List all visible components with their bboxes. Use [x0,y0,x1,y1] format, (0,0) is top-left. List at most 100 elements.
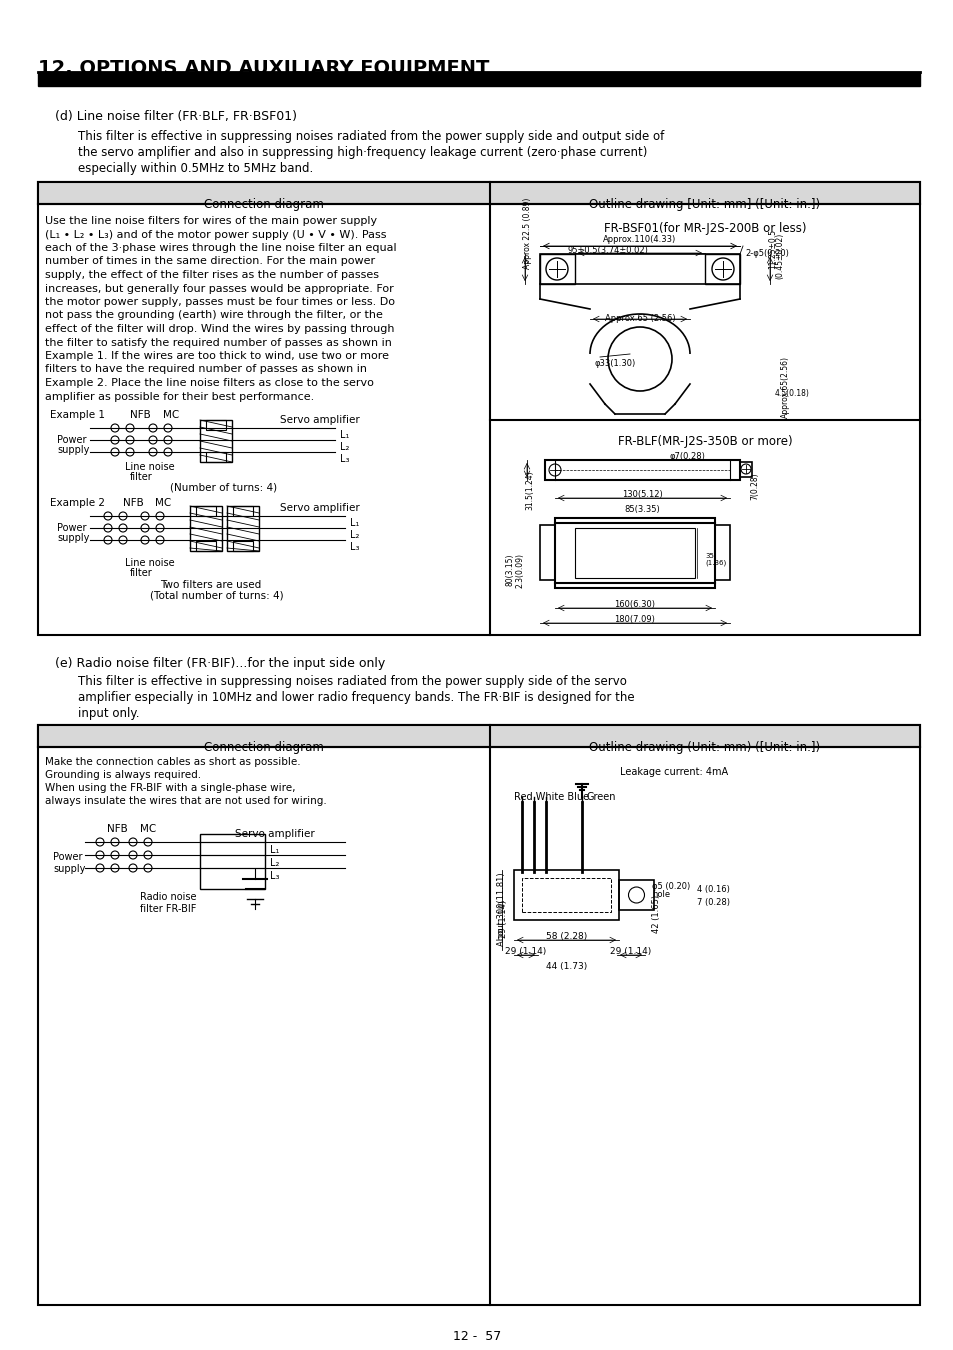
Text: 160(6.30): 160(6.30) [614,599,655,609]
Text: not pass the grounding (earth) wire through the filter, or the: not pass the grounding (earth) wire thro… [45,310,382,320]
Text: the servo amplifier and also in suppressing high·frequency leakage current (zero: the servo amplifier and also in suppress… [78,146,647,159]
Text: 180(7.09): 180(7.09) [614,616,655,624]
Bar [575,528,695,578]
Text: Example 2. Place the line noise filters as close to the servo: Example 2. Place the line noise filters … [45,378,374,387]
Text: Use the line noise filters for wires of the main power supply: Use the line noise filters for wires of … [45,216,376,225]
Text: Radio noise: Radio noise [140,892,196,902]
Bar [514,869,618,919]
Bar [233,506,253,516]
Text: the motor power supply, passes must be four times or less. Do: the motor power supply, passes must be f… [45,297,395,306]
Text: (Total number of turns: 4): (Total number of turns: 4) [150,591,283,601]
Text: φ5 (0.20): φ5 (0.20) [651,882,690,891]
Bar [704,254,740,284]
Bar [539,525,555,580]
Text: 130(5.12): 130(5.12) [621,490,662,500]
Bar [38,72,919,86]
Text: L₂: L₂ [270,859,279,868]
Text: When using the FR-BIF with a single-phase wire,: When using the FR-BIF with a single-phas… [45,783,295,792]
Bar [38,725,919,747]
Text: Power: Power [57,522,87,533]
Text: supply: supply [57,446,90,455]
Text: 29 (1.14): 29 (1.14) [505,946,546,956]
Text: amplifier as possible for their best performance.: amplifier as possible for their best per… [45,392,314,401]
Text: amplifier especially in 10MHz and lower radio frequency bands. The FR·BIF is des: amplifier especially in 10MHz and lower … [78,691,634,703]
Text: 4.5(0.18): 4.5(0.18) [774,389,809,398]
Text: About 300(11.81): About 300(11.81) [497,872,506,945]
Bar [195,541,215,551]
Text: Connection diagram: Connection diagram [204,741,324,755]
Bar [190,506,222,551]
Text: L₁: L₁ [270,845,279,855]
Text: (d) Line noise filter (FR·BLF, FR·BSF01): (d) Line noise filter (FR·BLF, FR·BSF01) [55,109,296,123]
Bar [195,506,215,516]
Text: 42 (1.65): 42 (1.65) [652,895,660,933]
Text: 12. OPTIONS AND AUXILIARY EQUIPMENT: 12. OPTIONS AND AUXILIARY EQUIPMENT [38,58,489,77]
Text: 2-φ5(0.20): 2-φ5(0.20) [744,248,788,258]
Text: 11.25±0.5: 11.25±0.5 [768,230,777,269]
Bar [740,462,751,477]
Text: Approx.65 (2.56): Approx.65 (2.56) [604,315,675,323]
Bar [200,420,232,462]
Text: 7 (0.28): 7 (0.28) [697,898,729,907]
Text: (e) Radio noise filter (FR·BIF)...for the input side only: (e) Radio noise filter (FR·BIF)...for th… [55,657,385,670]
Text: φ33(1.30): φ33(1.30) [595,359,636,369]
Text: Example 1: Example 1 [50,410,105,420]
Text: supply, the effect of the filter rises as the number of passes: supply, the effect of the filter rises a… [45,270,378,279]
Text: L₁: L₁ [350,518,359,528]
Text: Two filters are used: Two filters are used [160,580,261,590]
Text: FR-BSF01(for MR-J2S-200B or less): FR-BSF01(for MR-J2S-200B or less) [603,221,805,235]
Text: increases, but generally four passes would be appropriate. For: increases, but generally four passes wou… [45,284,394,293]
Text: effect of the filter will drop. Wind the wires by passing through: effect of the filter will drop. Wind the… [45,324,395,333]
Bar [233,541,253,551]
Text: 35
(1.36): 35 (1.36) [704,554,725,567]
Text: MC: MC [154,498,172,508]
Text: filters to have the required number of passes as shown in: filters to have the required number of p… [45,364,367,374]
Text: filter: filter [130,472,152,482]
Text: 58 (2.28): 58 (2.28) [545,931,586,941]
Bar [200,834,265,890]
Bar [38,725,919,1305]
Text: filter FR-BIF: filter FR-BIF [140,904,196,914]
Text: Example 1. If the wires are too thick to wind, use two or more: Example 1. If the wires are too thick to… [45,351,389,360]
Text: 2.3(0.09): 2.3(0.09) [515,554,524,589]
Text: L₃: L₃ [350,541,359,552]
Text: 4 (0.16): 4 (0.16) [697,886,729,894]
Bar [555,518,714,589]
Text: φ7(0.28): φ7(0.28) [669,452,705,460]
Text: This filter is effective in suppressing noises radiated from the power supply si: This filter is effective in suppressing … [78,675,626,688]
Bar [714,525,729,580]
Text: the filter to satisfy the required number of passes as shown in: the filter to satisfy the required numbe… [45,338,392,347]
Text: NFB: NFB [123,498,144,508]
Bar [521,878,610,913]
Text: Approx 22.5 (0.89): Approx 22.5 (0.89) [523,197,532,269]
Text: L₁: L₁ [339,431,349,440]
Text: Red White Blue: Red White Blue [514,792,589,802]
Text: Servo amplifier: Servo amplifier [280,414,359,425]
Text: 29 (1.14): 29 (1.14) [499,900,508,938]
Text: Servo amplifier: Servo amplifier [234,829,314,838]
Bar [539,254,740,284]
Text: Leakage current: 4mA: Leakage current: 4mA [619,767,727,778]
Text: NFB: NFB [107,824,128,834]
Text: always insulate the wires that are not used for wiring.: always insulate the wires that are not u… [45,796,327,806]
Text: each of the 3·phase wires through the line noise filter an equal: each of the 3·phase wires through the li… [45,243,396,252]
Text: Grounding is always required.: Grounding is always required. [45,769,201,780]
Text: Power: Power [57,435,87,446]
Bar [539,254,575,284]
Text: This filter is effective in suppressing noises radiated from the power supply si: This filter is effective in suppressing … [78,130,663,143]
Bar [206,420,226,431]
Bar [38,182,919,204]
Text: hole: hole [651,890,669,899]
Text: 7(0.28): 7(0.28) [750,472,759,499]
Text: (L₁ • L₂ • L₃) and of the motor power supply (U • V • W). Pass: (L₁ • L₂ • L₃) and of the motor power su… [45,230,386,239]
Text: FR-BLF(MR-J2S-350B or more): FR-BLF(MR-J2S-350B or more) [617,435,792,448]
Text: Outline drawing [Unit: mm] ([Unit: in.]): Outline drawing [Unit: mm] ([Unit: in.]) [589,198,820,211]
Bar [544,460,740,481]
Text: input only.: input only. [78,707,139,720]
Bar [227,506,258,551]
Text: NFB: NFB [130,410,151,420]
Text: Approx.110(4.33): Approx.110(4.33) [602,235,676,244]
Text: Example 2: Example 2 [50,498,105,508]
Text: supply: supply [57,533,90,543]
Text: MC: MC [140,824,156,834]
